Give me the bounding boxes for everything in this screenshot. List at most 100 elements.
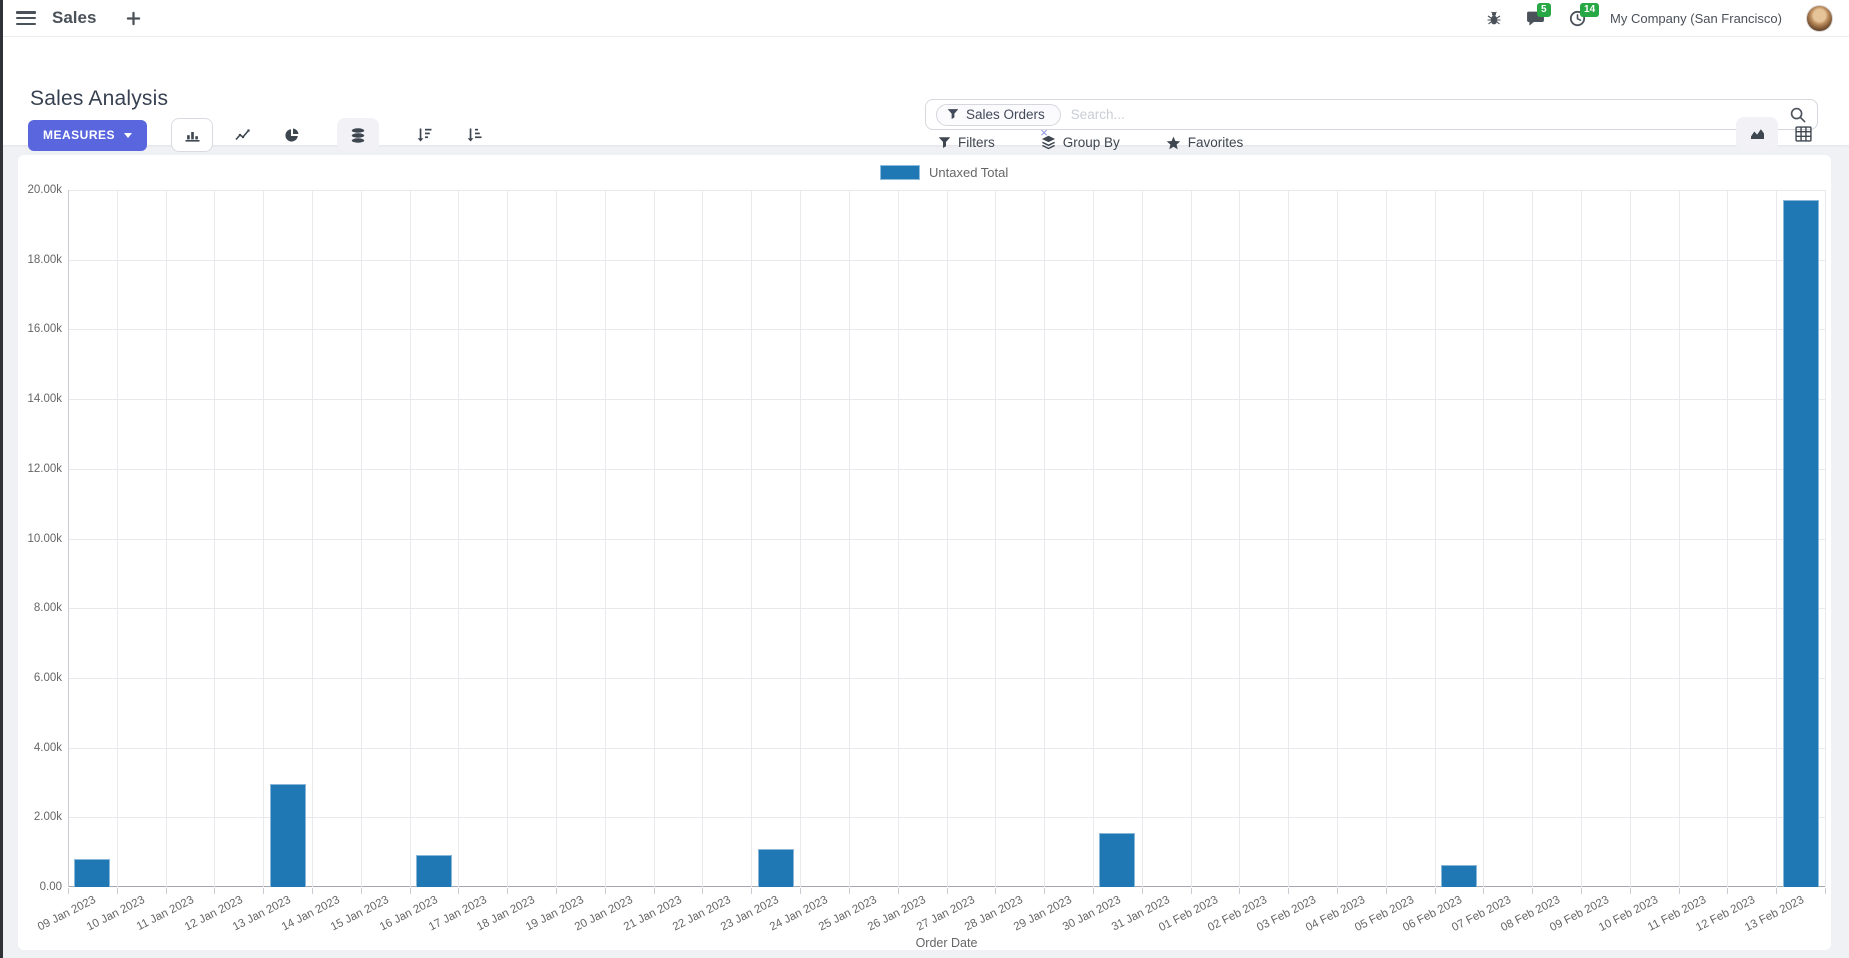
user-avatar[interactable] [1806,4,1833,32]
y-axis-tick-label: 0.00 [39,881,62,893]
line-chart-view-button[interactable] [221,118,263,152]
y-axis-tick-label: 20.00k [27,184,62,196]
view-switcher [1736,117,1824,151]
activities-clock-icon[interactable]: 14 [1569,2,1600,27]
control-panel: Sales Analysis MEASURES [0,37,1849,152]
y-axis-tick-label: 14.00k [27,393,62,406]
messages-icon[interactable]: 5 [1526,2,1551,27]
pie-chart-view-button[interactable] [271,118,313,152]
x-axis-tick [1092,888,1094,894]
legend-item[interactable]: Untaxed Total [880,165,1008,180]
favorites-label: Favorites [1187,135,1244,150]
app-name[interactable]: Sales [52,8,97,27]
activities-count-badge: 14 [1580,2,1600,17]
y-axis: 0.00 2.00k 4.00k 6.00k 8.00k 10.00k 12.00k 14.0… [18,155,62,950]
bar-chart-view-button[interactable] [171,118,214,152]
x-axis-tick [507,888,509,894]
bug-icon[interactable] [1486,10,1502,26]
chevron-down-icon [124,132,133,138]
gridline-vertical [116,190,118,887]
filter-funnel-icon [938,137,951,148]
y-axis-tick-label: 8.00k [33,602,62,615]
bar-06-Feb-2023[interactable] [1440,864,1477,887]
gridline-vertical [1532,190,1534,887]
apps-menu-icon[interactable] [16,11,36,25]
gridline-vertical [312,190,314,887]
gridline-vertical [1336,190,1338,887]
x-axis-tick [556,888,558,894]
y-axis-tick-label: 12.00k [27,462,62,475]
x-axis-tick [800,888,802,894]
gridline-vertical [1385,190,1387,887]
gridline-vertical [1434,190,1436,887]
x-axis-tick [1532,888,1534,894]
x-axis-tick [165,888,167,894]
x-axis-tick [604,888,606,894]
bar-13-Feb-2023[interactable] [1782,200,1819,887]
measures-button[interactable]: MEASURES [28,119,148,151]
pivot-view-button[interactable] [1782,117,1824,151]
x-axis-tick [1044,888,1046,894]
sort-descending-button[interactable] [403,118,445,152]
x-axis-tick [1141,888,1143,894]
gridline-vertical [897,190,899,887]
sort-desc-icon [417,128,432,142]
plus-icon[interactable] [126,11,141,26]
company-menu[interactable]: My Company (San Francisco) [1610,10,1782,26]
x-axis-title: Order Date [915,936,978,950]
bar-16-Jan-2023[interactable] [416,854,453,887]
star-icon [1166,136,1181,149]
bar-09-Jan-2023[interactable] [74,859,111,887]
x-axis-tick [1727,888,1729,894]
x-axis-tick [214,888,216,894]
legend-label: Untaxed Total [929,165,1009,180]
x-axis-tick [1385,888,1387,894]
gridline-vertical [751,190,753,887]
x-axis-tick [995,888,997,894]
pie-chart-icon [285,128,299,142]
x-axis-tick [653,888,655,894]
gridline-vertical [1141,190,1143,887]
x-axis-tick [409,888,411,894]
gridline-vertical [165,190,167,887]
group-by-label: Group By [1062,135,1120,150]
gridline-vertical [458,190,460,887]
x-axis-tick [702,888,704,894]
search-facet-sales-orders[interactable]: Sales Orders × [936,103,1061,140]
window-edge [0,0,3,958]
x-axis-tick [1336,888,1338,894]
gridline-vertical [800,190,802,887]
x-axis-tick [312,888,314,894]
gridline-vertical [1580,190,1582,887]
search-icon[interactable] [1789,106,1807,124]
legend-swatch [880,165,920,180]
filters-menu[interactable]: Filters [938,135,995,150]
y-axis-tick-label: 4.00k [33,741,62,754]
graph-view-button[interactable] [1736,117,1778,151]
search-bar: Sales Orders × [925,99,1818,140]
facet-remove-icon[interactable]: × [1040,124,1048,140]
group-by-menu[interactable]: Group By [1041,135,1120,150]
filter-funnel-icon [947,109,959,120]
y-axis-tick-label: 2.00k [33,811,62,824]
line-chart-icon [234,129,250,141]
filters-label: Filters [958,135,995,150]
search-input[interactable] [1070,107,1779,122]
bar-30-Jan-2023[interactable] [1099,832,1136,887]
bar-23-Jan-2023[interactable] [757,848,794,887]
gridline-vertical [1092,190,1094,887]
x-axis-tick [458,888,460,894]
gridline-vertical [68,190,69,887]
gridline-vertical [995,190,997,887]
x-axis-tick [946,888,948,894]
bar-13-Jan-2023[interactable] [269,784,306,887]
stacked-toggle-button[interactable] [337,118,380,152]
gridline-vertical [946,190,948,887]
gridline-vertical [409,190,411,887]
sort-ascending-button[interactable] [453,118,495,152]
x-axis-tick [263,888,265,894]
gridline-vertical [1190,190,1192,887]
favorites-menu[interactable]: Favorites [1166,135,1244,150]
gridline-vertical [653,190,655,887]
search-facet-label: Sales Orders [966,106,1045,122]
